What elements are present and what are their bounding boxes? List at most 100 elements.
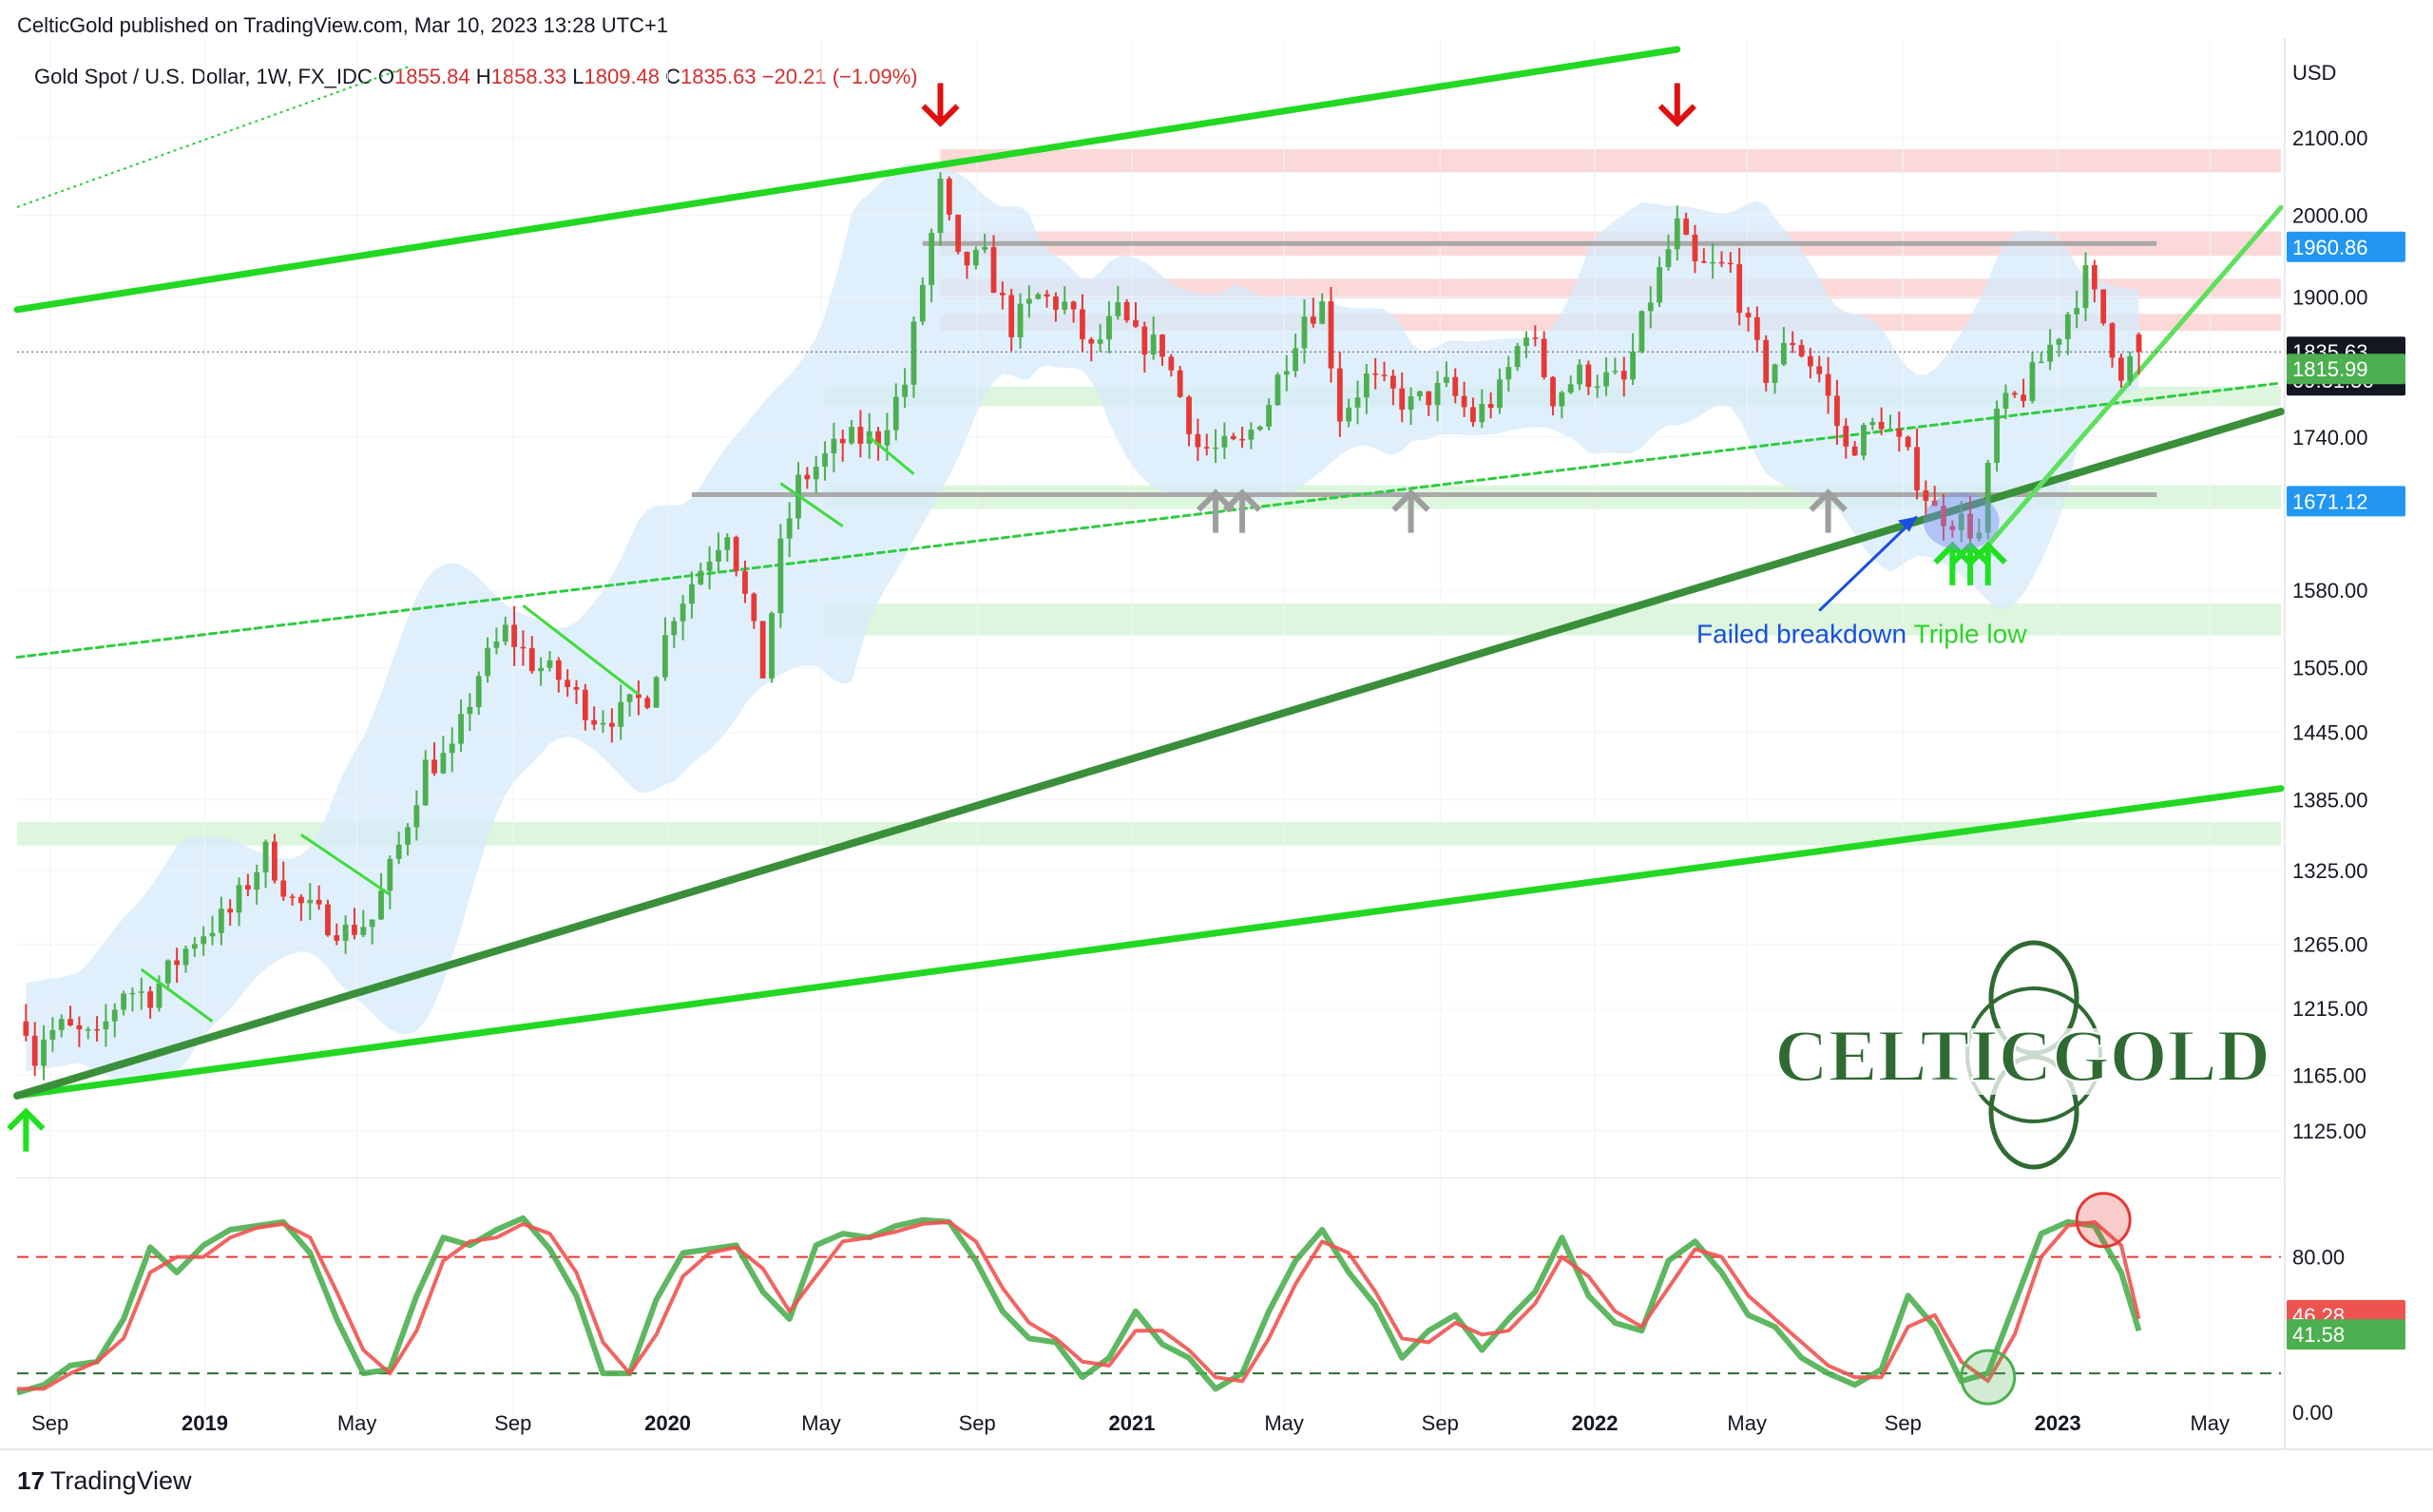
open-value: 1855.84 <box>394 65 470 88</box>
candle-bear <box>244 873 251 897</box>
candle-bear <box>1381 361 1388 382</box>
candle-body <box>1070 301 1077 310</box>
candle-bear <box>76 1016 83 1047</box>
candle-bull <box>1017 293 1024 349</box>
candle-body <box>2091 264 2098 290</box>
candle-body <box>884 430 891 446</box>
candle-bull <box>485 637 490 683</box>
candle-bull <box>1869 417 1876 431</box>
candle-body <box>1896 429 1903 437</box>
candle-body <box>1106 316 1112 340</box>
arrow-head-icon <box>1898 516 1918 532</box>
candle-bear <box>1487 392 1494 419</box>
green-up-arrow-icon <box>7 1107 46 1152</box>
candle-body <box>1044 294 1050 297</box>
candle-bull <box>1657 257 1663 308</box>
candle-bull <box>1984 459 1991 540</box>
candle-bull <box>138 977 144 1010</box>
candle-body <box>1514 346 1521 368</box>
symbol-name[interactable]: Gold Spot / U.S. Dollar, 1W, FX_IDC <box>34 65 373 88</box>
candle-bull <box>2002 384 2009 420</box>
candle-bear <box>1878 407 1885 435</box>
candle-body <box>1159 335 1165 357</box>
candle-bear <box>582 683 588 731</box>
price-tag: 1815.99 <box>2287 354 2405 385</box>
candle-bear <box>298 894 304 921</box>
candle-bull <box>449 727 455 773</box>
candle-bull <box>1994 400 2000 472</box>
candle-bear <box>1044 290 1050 308</box>
high-label: H <box>475 65 491 88</box>
high-value: 1858.33 <box>490 65 567 88</box>
candle-bull <box>849 419 854 446</box>
candle-body <box>2029 362 2036 401</box>
tradingview-brand[interactable]: 17 TradingView <box>17 1466 192 1496</box>
candle-bull <box>201 926 207 956</box>
candle-bull <box>1213 429 1218 464</box>
candle-bear <box>759 621 766 679</box>
candle-bull <box>1523 331 1529 358</box>
candle-body <box>1426 391 1432 406</box>
candle-bull <box>254 864 260 906</box>
candle-bull <box>236 877 242 927</box>
candle-body <box>449 743 455 754</box>
candle-bear <box>946 176 952 221</box>
candle-body <box>1718 261 1725 264</box>
candle-bull <box>467 693 473 732</box>
candle-body <box>689 584 695 604</box>
candle-body <box>1914 447 1920 490</box>
candle-bear <box>31 1022 38 1077</box>
gray-up-arrow-icon <box>1222 488 1262 533</box>
candle-body <box>1363 373 1370 398</box>
candle-bear <box>1399 372 1406 423</box>
candle-body <box>1816 366 1823 374</box>
candle-body <box>191 944 198 949</box>
logo-backdrop <box>1834 1028 2233 1095</box>
bollinger-cloud <box>26 163 2139 1081</box>
candle-bull <box>1097 323 1103 353</box>
candle-bull <box>1434 371 1441 422</box>
candle-body <box>1674 218 1680 250</box>
oversold-circle <box>1960 1349 2017 1406</box>
candle-body <box>982 246 988 250</box>
candle-bull <box>1274 372 1281 407</box>
candle-body <box>201 936 207 945</box>
candle-bear <box>1532 325 1539 347</box>
candle-bull <box>538 657 545 686</box>
candle-body <box>493 641 500 648</box>
candle-bear <box>334 923 340 946</box>
candle-bull <box>413 790 420 841</box>
green-up-arrow-icon <box>1950 541 1990 585</box>
candle-body <box>387 858 393 891</box>
candle-body <box>662 635 668 678</box>
candle-bull <box>458 699 464 753</box>
candle-bull <box>662 617 668 681</box>
candle-body <box>1763 339 1770 383</box>
price-tag-bg <box>2287 486 2405 517</box>
candle-body <box>1594 386 1600 389</box>
candle-body <box>1389 375 1396 389</box>
candle-bull <box>182 945 189 973</box>
candle-bull <box>1630 333 1636 386</box>
annotations-layer: Failed breakdown Triple low <box>7 83 2027 1152</box>
candle-bear <box>1550 375 1556 416</box>
candle-body <box>129 992 136 995</box>
candle-body <box>1008 295 1015 337</box>
candle-body <box>1203 447 1210 449</box>
candle-body <box>378 890 384 920</box>
candle-body <box>1186 396 1192 434</box>
candle-bull <box>111 1003 118 1038</box>
candle-body <box>2021 394 2027 401</box>
candle-body <box>839 438 846 444</box>
candle-bear <box>1692 224 1698 274</box>
price-tag-value: 1671.12 <box>2292 489 2368 513</box>
candle-body <box>618 701 624 727</box>
date-tick-label: Sep <box>31 1411 68 1435</box>
lower-channel <box>13 785 2285 1100</box>
candle-bull <box>2029 352 2036 404</box>
candle-body <box>822 453 828 468</box>
candle-body <box>1665 249 1672 268</box>
green-up-arrow-icon <box>1933 541 1972 585</box>
low-value: 1809.48 <box>584 65 661 88</box>
